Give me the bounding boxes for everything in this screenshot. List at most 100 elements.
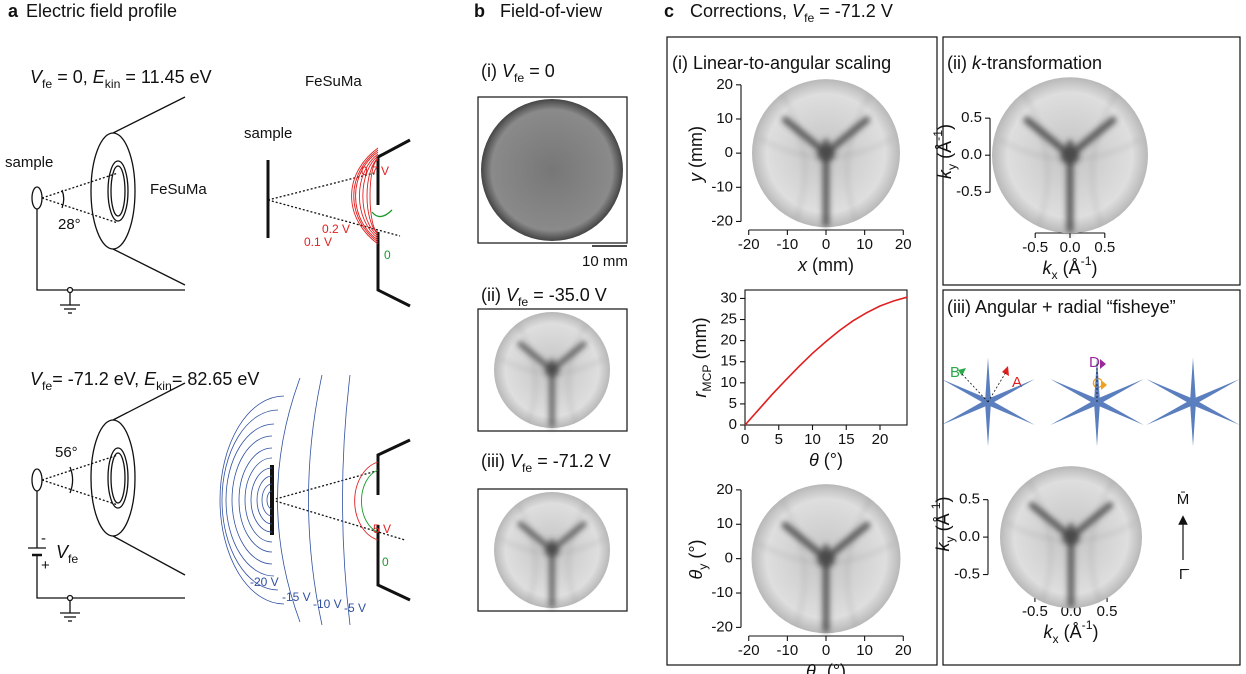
y-tick-label: 25	[720, 311, 737, 328]
pattern-arc	[999, 139, 1141, 160]
contour-label: 0.7 V	[361, 164, 389, 178]
label: x (mm)	[797, 255, 854, 275]
pattern-core	[545, 543, 559, 557]
label: θx (°)	[806, 661, 846, 674]
label-part: (Å	[933, 513, 953, 536]
marker	[958, 368, 966, 376]
label-part: -1	[931, 130, 945, 141]
marker-label: A	[1012, 374, 1022, 391]
x-tick-label: -0.5	[1022, 603, 1048, 620]
label-part: = 11.45 eV	[120, 67, 211, 87]
star-arm	[985, 402, 991, 447]
guide-lines	[961, 362, 1098, 403]
detector-arcs	[499, 323, 605, 423]
contour-label: 0	[382, 555, 389, 569]
label-part: x	[816, 671, 822, 674]
label-part: Corrections,	[690, 1, 792, 21]
x-tick-label: 20	[872, 431, 889, 448]
label-part: )	[933, 496, 953, 502]
label-part: -1	[1082, 618, 1093, 632]
label-part: x	[797, 255, 808, 275]
label-part: fe	[42, 77, 52, 91]
detector-pattern	[517, 521, 587, 608]
x-tick-label: 20	[895, 236, 912, 253]
plot-frame	[744, 289, 908, 426]
label-part: (Å	[935, 141, 955, 164]
label-plus: +	[41, 557, 50, 574]
pattern-arc	[568, 503, 588, 603]
contour-label: -20 V	[250, 575, 279, 589]
label-part: (iii)	[481, 451, 510, 471]
detector-arcs	[759, 93, 893, 220]
label-part: fe	[42, 379, 52, 393]
detector-pattern	[781, 116, 871, 227]
label: (ii) Vfe = -35.0 V	[481, 285, 607, 309]
x-tick-label: 20	[895, 642, 912, 659]
x-tick-label: -20	[738, 642, 760, 659]
star-arm	[941, 399, 990, 425]
detector-pattern	[1023, 116, 1117, 233]
y-tick-label: 0	[725, 144, 733, 161]
label-part: = 0,	[52, 67, 93, 87]
label-analyzer: FeSuMa	[150, 181, 207, 198]
detector-pattern	[517, 341, 587, 428]
star-arm	[1190, 402, 1196, 447]
label: Vfe = 0, Ekin = 11.45 eV	[30, 67, 212, 91]
y-tick-label: 20	[720, 332, 737, 349]
pattern-arc	[1027, 479, 1052, 602]
panel-letter: c	[664, 1, 674, 21]
pattern-core	[1062, 528, 1080, 546]
pattern-arc	[759, 137, 893, 158]
contour-label: -5 V	[344, 601, 366, 615]
label-part: -1	[1081, 254, 1092, 268]
label-part: y	[945, 163, 959, 170]
pattern-arc	[1091, 92, 1118, 226]
label-part: k	[972, 53, 982, 73]
label-part: θ	[806, 661, 816, 674]
label-part: E	[144, 369, 157, 389]
direction-label: Γ̄	[1179, 566, 1189, 583]
label-part: E	[93, 67, 106, 87]
star-arm	[1095, 379, 1144, 405]
label-part: V	[510, 451, 524, 471]
label-part: (mm)	[686, 126, 706, 173]
label-part: MCP	[700, 364, 714, 391]
pattern-arc	[499, 357, 605, 374]
label-part: y	[943, 536, 957, 543]
label: θ (°)	[809, 450, 843, 470]
star-arm	[985, 357, 991, 402]
detector-arcs	[999, 92, 1141, 226]
detector-image	[752, 79, 900, 228]
star-arm	[1190, 357, 1196, 402]
star-arm	[986, 399, 1035, 425]
label-part: -transformation	[981, 53, 1102, 73]
star-arm	[1191, 379, 1240, 405]
label-part: (Å	[1058, 258, 1081, 278]
detector-image	[751, 484, 901, 634]
contour-label: -15 V	[282, 590, 311, 604]
pattern-arc	[1022, 92, 1049, 226]
pattern-arc	[1090, 479, 1115, 602]
label-part: (mm)	[807, 255, 854, 275]
y-tick-label: -20	[711, 212, 733, 229]
pattern-arc	[516, 503, 536, 603]
star-arm	[1050, 379, 1099, 405]
lattice-star	[1146, 357, 1240, 447]
subpanel-title: (i) Linear-to-angular scaling	[672, 53, 891, 73]
label: kx (Å-1)	[1043, 618, 1098, 646]
axes	[736, 489, 904, 641]
contour-label: -10 V	[313, 597, 342, 611]
x-tick-label: -20	[738, 236, 760, 253]
x-tick-label: 0	[822, 642, 830, 659]
label: (ii) k-transformation	[947, 53, 1102, 73]
star-arm	[986, 379, 1035, 405]
x-tick-label: 10	[804, 431, 821, 448]
label-part: V	[502, 61, 516, 81]
detector-pattern	[1028, 501, 1114, 608]
label-part: x	[1052, 632, 1058, 646]
scale-bar-label: 10 mm	[582, 253, 628, 270]
label-part: fe	[522, 461, 532, 475]
x-tick-label: 10	[856, 642, 873, 659]
star-arm	[941, 379, 990, 405]
